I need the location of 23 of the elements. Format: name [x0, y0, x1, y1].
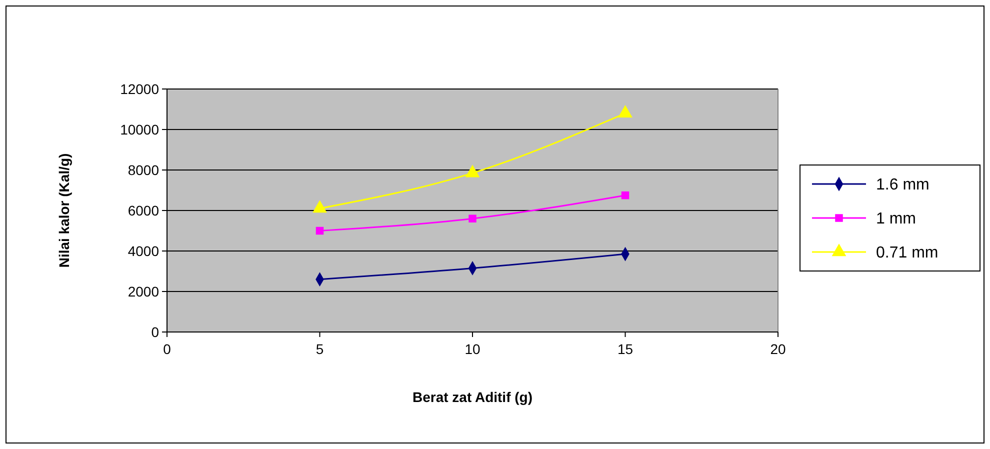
- y-tick-label: 2000: [128, 283, 160, 300]
- y-tick-label: 12000: [120, 80, 160, 97]
- point: [465, 164, 480, 178]
- point: [618, 104, 632, 118]
- x-tick-label: 20: [770, 341, 786, 357]
- y-tick-label: 4000: [128, 242, 160, 259]
- point: [316, 226, 324, 235]
- x-tick-label: 0: [163, 341, 172, 357]
- y-tick-label: 8000: [128, 162, 160, 178]
- y-tick-label: 0: [151, 324, 160, 340]
- legend-label: 1 mm: [876, 210, 916, 228]
- point: [312, 200, 327, 213]
- y-tick-label: 6000: [128, 202, 160, 218]
- y-axis-title: Nilai kalor (Kal/g): [56, 153, 72, 268]
- x-tick-label: 10: [464, 341, 480, 357]
- x-tick-label: 15: [617, 341, 634, 357]
- point: [621, 191, 630, 200]
- legend-label: 0.71 mm: [876, 244, 938, 262]
- x-tick-label: 5: [316, 341, 324, 357]
- x-axis-title: Berat zat Aditif (g): [412, 389, 533, 405]
- legend-label: 1.6 mm: [876, 176, 930, 194]
- point: [468, 214, 476, 222]
- y-tick-label: 10000: [120, 121, 160, 138]
